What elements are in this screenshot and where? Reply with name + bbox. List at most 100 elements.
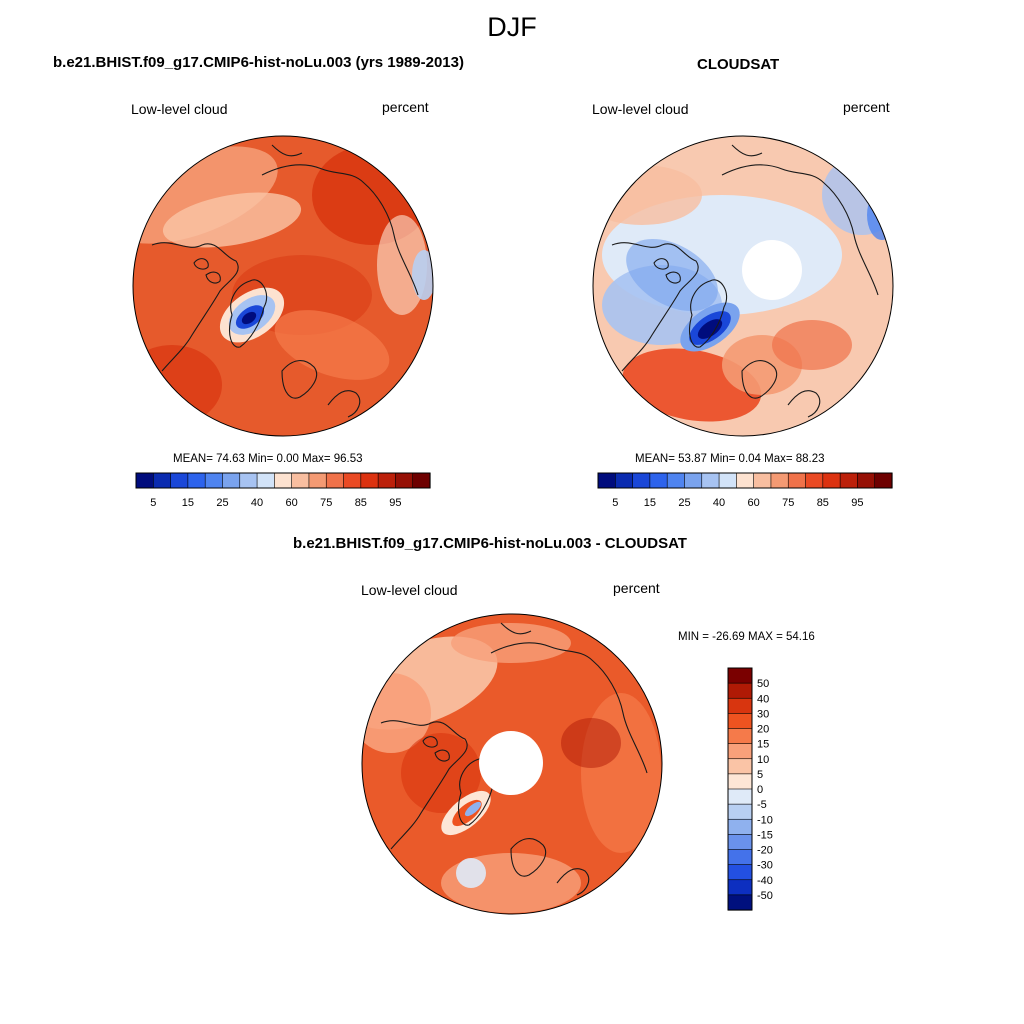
panel3-units-label: percent <box>613 580 660 596</box>
coastline <box>193 258 209 270</box>
field-patch <box>561 718 621 768</box>
colorbar-box <box>614 472 634 489</box>
coastline <box>500 622 532 635</box>
coastline <box>490 642 648 774</box>
colorbar-box <box>395 472 414 489</box>
colorbar-box <box>239 472 258 489</box>
colorbar-tick-label: 40 <box>757 693 769 705</box>
colorbar-box <box>222 472 241 489</box>
colorbar-box <box>135 472 154 489</box>
panel1-stats: MEAN= 74.63 Min= 0.00 Max= 96.53 <box>173 453 363 465</box>
colorbar-box <box>666 472 686 489</box>
coastline <box>380 720 468 850</box>
field-patch <box>274 310 390 380</box>
colorbar-box <box>727 697 753 714</box>
colorbar-box <box>274 472 293 489</box>
colorbar-box <box>727 864 753 881</box>
colorbar-tick-label: 75 <box>320 497 332 509</box>
coastline <box>689 279 728 348</box>
colorbar-tick-label: -5 <box>757 799 767 811</box>
colorbar-tick-label: 15 <box>182 497 194 509</box>
colorbar-tick-label: 75 <box>782 497 794 509</box>
panel2-units-label: percent <box>843 99 890 115</box>
colorbar-frame <box>597 472 893 489</box>
coastline <box>611 242 699 372</box>
coastlines <box>151 144 419 418</box>
panel1-title: b.e21.BHIST.f09_g17.CMIP6-hist-noLu.003 … <box>53 54 464 71</box>
colorbar-box <box>727 788 753 805</box>
colorbar-box <box>753 472 772 489</box>
colorbar-box <box>727 682 753 699</box>
colorbar-tick-label: 85 <box>355 497 367 509</box>
field-patch <box>464 801 482 817</box>
colorbar-box <box>839 472 859 489</box>
colorbar-tick-label: -30 <box>757 860 773 872</box>
panel1-units-label: percent <box>382 99 429 115</box>
colorbar-box <box>857 472 876 489</box>
coastline <box>741 360 778 399</box>
field-patch <box>451 623 571 663</box>
colorbar-box <box>787 472 807 489</box>
coastline <box>721 164 879 296</box>
colorbar-box <box>727 803 753 820</box>
colorbar-box <box>736 472 755 489</box>
colorbar-tick-label: 5 <box>757 769 763 781</box>
colorbar-box <box>308 472 327 489</box>
colorbar-box <box>727 758 753 775</box>
colorbar-box <box>377 472 397 489</box>
colorbar-box <box>727 818 753 835</box>
colorbar-box <box>684 472 703 489</box>
panel1-colorbar: 5 15 25 40 60 75 85 95 <box>135 472 431 509</box>
coastline <box>271 144 303 157</box>
map-field <box>362 614 662 914</box>
colorbar-box <box>170 472 189 489</box>
colorbar-box <box>727 773 753 790</box>
panel3-title: b.e21.BHIST.f09_g17.CMIP6-hist-noLu.003 … <box>293 535 687 552</box>
coastline <box>205 271 221 284</box>
panel3-left-label: Low-level cloud <box>361 582 458 598</box>
field-patch <box>162 192 302 248</box>
colorbar-tick-label: 50 <box>757 678 769 690</box>
colorbar-box <box>343 472 362 489</box>
colorbar-box <box>325 472 345 489</box>
coastline <box>151 242 239 372</box>
colorbar-tick-label: 60 <box>286 497 298 509</box>
coastline <box>510 838 547 877</box>
figure-title: DJF <box>487 12 537 42</box>
coastline <box>665 271 681 284</box>
colorbar-box <box>597 472 616 489</box>
panel2-polar-map <box>592 135 894 437</box>
panel2-colorbar: 5 15 25 40 60 75 85 95 <box>597 472 893 509</box>
panel3-stats: MIN = -26.69 MAX = 54.16 <box>678 631 815 643</box>
panel1-left-label: Low-level cloud <box>131 101 228 117</box>
colorbar-box <box>727 834 753 851</box>
coastline <box>327 390 361 418</box>
colorbar-tick-label: -20 <box>757 845 773 857</box>
coastline <box>261 164 419 296</box>
coastline <box>434 749 450 762</box>
field-patch <box>772 320 852 370</box>
colorbar-box <box>727 743 753 760</box>
colorbar-tick-label: 95 <box>389 497 401 509</box>
map-field <box>133 136 433 436</box>
coastline <box>556 868 590 896</box>
panel3-polar-map <box>361 613 663 915</box>
panel2-stats: MEAN= 53.87 Min= 0.04 Max= 88.23 <box>635 453 825 465</box>
colorbar-tick-label: 15 <box>757 739 769 751</box>
colorbar-box <box>649 472 668 489</box>
colorbar-tick-label: 0 <box>757 784 763 796</box>
colorbar-box <box>187 472 206 489</box>
field-patch <box>581 693 661 853</box>
colorbar-box <box>874 472 893 489</box>
colorbar-tick-label: -15 <box>757 829 773 841</box>
colorbar-box <box>727 713 753 730</box>
colorbar-tick-label: -50 <box>757 890 773 902</box>
colorbar-tick-label: 5 <box>150 497 156 509</box>
colorbar-tick-label: 25 <box>678 497 690 509</box>
field-patch <box>241 311 257 325</box>
colorbar-box <box>701 472 720 489</box>
colorbar-tick-label: 85 <box>817 497 829 509</box>
colorbar-tick-label: 30 <box>757 708 769 720</box>
colorbar-box <box>412 472 431 489</box>
colorbar-box <box>727 879 753 896</box>
